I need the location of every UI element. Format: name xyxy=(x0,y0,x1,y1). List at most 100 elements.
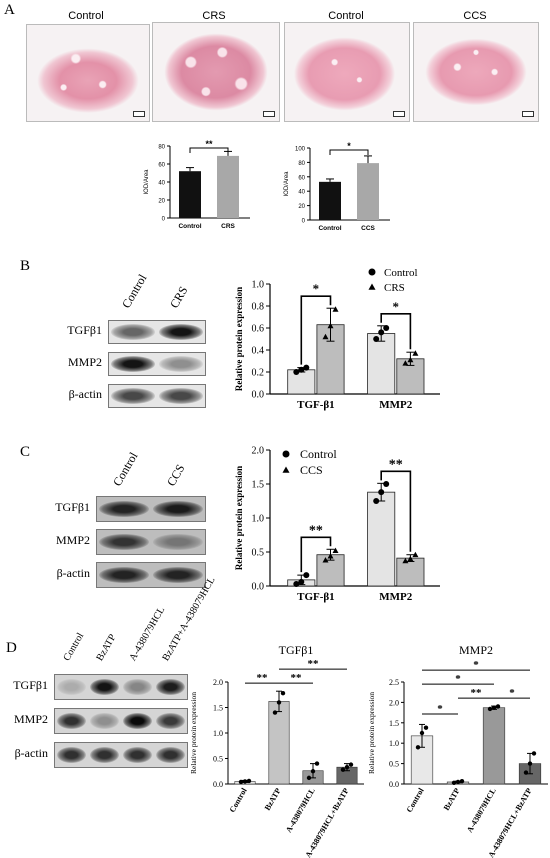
data-point xyxy=(455,779,461,785)
blot-band xyxy=(90,746,119,764)
significance-label: * xyxy=(455,673,461,685)
significance-label: * xyxy=(347,141,351,151)
data-point xyxy=(242,779,248,784)
blot-row-label: β-actin xyxy=(56,566,90,580)
y-axis-label: IOD/Area xyxy=(284,171,290,197)
data-point xyxy=(459,778,465,784)
panel-label-d: D xyxy=(6,640,17,656)
blot-row-label: β-actin xyxy=(14,746,48,760)
significance-label: ** xyxy=(257,672,269,684)
y-tick-label: 0.0 xyxy=(213,780,223,789)
y-tick-label: 0.4 xyxy=(252,346,265,357)
y-tick-label: 0.0 xyxy=(252,582,265,593)
data-point xyxy=(383,325,390,331)
data-point xyxy=(419,730,425,736)
blot-band xyxy=(159,324,203,340)
y-tick-label: 1.0 xyxy=(213,729,223,738)
y-tick-label: 0.5 xyxy=(389,760,399,769)
data-point xyxy=(310,769,316,774)
iod-chart-crs: 0 20 40 60 80 IOD/Area Control CRS ** xyxy=(144,139,250,230)
data-point xyxy=(272,710,278,715)
y-tick-label: 1.0 xyxy=(389,739,399,748)
y-tick-label: 60 xyxy=(158,163,165,169)
bar xyxy=(217,155,239,218)
data-point xyxy=(306,775,312,781)
legend-label: CRS xyxy=(384,282,405,294)
blot-band xyxy=(57,678,86,696)
y-tick-label: 40 xyxy=(158,181,165,187)
significance-label: * xyxy=(313,281,320,296)
blot-band xyxy=(90,712,119,730)
bar xyxy=(367,491,396,587)
x-tick-label: Control xyxy=(228,786,249,814)
bar xyxy=(482,707,506,785)
significance-label: ** xyxy=(389,457,403,472)
scale-bar xyxy=(263,111,275,117)
data-point xyxy=(402,557,409,564)
y-tick-label: 2.5 xyxy=(389,678,399,687)
y-tick-label: 80 xyxy=(298,161,305,167)
data-point xyxy=(298,578,305,585)
blot-strip xyxy=(54,674,188,700)
panel-label-c: C xyxy=(20,444,31,460)
data-point xyxy=(407,356,414,363)
blot-band xyxy=(156,712,185,730)
blot-band xyxy=(156,746,185,764)
legend-label: Control xyxy=(300,447,337,461)
blot-row-label: MMP2 xyxy=(55,533,90,547)
blot-band xyxy=(111,388,155,404)
y-tick-label: 40 xyxy=(298,190,305,196)
data-point xyxy=(531,751,537,756)
blot-strip xyxy=(108,352,206,376)
blot-band xyxy=(57,746,86,764)
y-tick-label: 100 xyxy=(295,147,306,153)
blot-band xyxy=(153,500,203,518)
y-axis-label: Relative protein expression xyxy=(189,692,198,774)
data-point xyxy=(523,770,529,775)
data-point xyxy=(423,725,429,730)
y-tick-label: 1.5 xyxy=(389,719,399,728)
chart-title: MMP2 xyxy=(459,643,493,657)
x-tick-label: A-438079HCL xyxy=(284,787,317,835)
blot-band xyxy=(156,678,185,696)
scale-bar xyxy=(393,111,405,117)
data-point xyxy=(246,778,252,784)
bar xyxy=(179,171,201,218)
data-point xyxy=(383,481,390,487)
significance-label: ** xyxy=(308,658,320,670)
blot-band xyxy=(159,356,203,372)
bar xyxy=(319,181,341,220)
data-point xyxy=(412,551,419,558)
x-tick-label: TGF-β1 xyxy=(297,591,335,603)
blot-row-label: β-actin xyxy=(68,387,102,401)
y-tick-label: 0.0 xyxy=(252,390,265,401)
y-tick-label: 1.5 xyxy=(213,704,223,713)
data-point xyxy=(378,329,385,336)
y-tick-label: 60 xyxy=(298,175,305,181)
data-point xyxy=(407,555,414,562)
y-tick-label: 0.8 xyxy=(252,302,265,313)
histology-image-control-crs xyxy=(26,24,150,122)
y-tick-label: 80 xyxy=(158,145,165,151)
data-point xyxy=(298,366,305,373)
iod-chart-ccs: 0 20 40 60 80 100 IOD/Area Control CCS * xyxy=(284,141,390,232)
blot-strip xyxy=(54,742,188,768)
histology-image-crs xyxy=(152,22,280,122)
chart-title: TGFβ1 xyxy=(279,643,314,657)
legend-label: CCS xyxy=(300,463,323,477)
panel-label-b: B xyxy=(20,258,31,274)
significance-bracket xyxy=(380,470,412,552)
significance-bracket xyxy=(300,295,332,365)
y-axis-label: IOD/Area xyxy=(144,169,150,195)
bar xyxy=(287,369,316,395)
blot-row-label: MMP2 xyxy=(13,712,48,726)
significance-label: ** xyxy=(309,523,323,538)
data-point xyxy=(378,489,385,496)
y-tick-label: 0.5 xyxy=(213,755,223,764)
x-tick-label: MMP2 xyxy=(379,399,412,411)
histology-label-4: CCS xyxy=(463,10,487,22)
y-tick-label: 1.0 xyxy=(252,514,265,525)
bar xyxy=(396,557,425,587)
data-point xyxy=(527,761,533,766)
y-tick-label: 20 xyxy=(298,204,305,210)
